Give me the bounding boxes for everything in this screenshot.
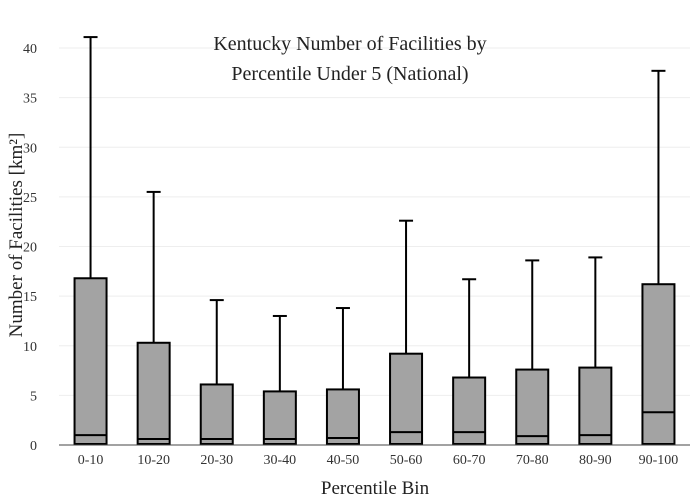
y-tick-label: 40 bbox=[23, 42, 37, 57]
box-10-20 bbox=[136, 190, 171, 446]
iqr-box bbox=[262, 390, 297, 446]
iqr-box bbox=[389, 352, 424, 446]
x-tick-label: 80-90 bbox=[579, 453, 612, 468]
x-tick-label: 40-50 bbox=[327, 453, 360, 468]
iqr-box bbox=[73, 277, 108, 446]
iqr-box bbox=[578, 366, 613, 446]
x-axis-ticks: 0-10 10-20 20-30 30-40 40-50 50-60 60-70 70-80 8… bbox=[78, 453, 679, 468]
box-60-70 bbox=[452, 278, 487, 446]
y-tick-label: 15 bbox=[23, 290, 37, 305]
chart-title-line-2: Percentile Under 5 (National) bbox=[231, 63, 468, 85]
box-50-60 bbox=[389, 219, 424, 446]
box-40-50 bbox=[325, 307, 360, 446]
y-tick-label: 30 bbox=[23, 141, 37, 156]
y-axis-ticks: 0 5 10 15 20 25 30 35 40 bbox=[23, 42, 37, 454]
x-tick-label: 70-80 bbox=[516, 453, 549, 468]
iqr-box bbox=[199, 383, 234, 446]
x-tick-label: 30-40 bbox=[264, 453, 297, 468]
y-tick-label: 0 bbox=[30, 439, 37, 454]
y-axis-title: Number of Facilities [km²] bbox=[6, 133, 27, 338]
box-90-100 bbox=[641, 69, 676, 446]
x-tick-label: 60-70 bbox=[453, 453, 486, 468]
boxes-layer bbox=[73, 36, 676, 446]
y-tick-label: 5 bbox=[30, 389, 37, 404]
x-tick-label: 50-60 bbox=[390, 453, 423, 468]
x-tick-label: 20-30 bbox=[200, 453, 233, 468]
box-70-80 bbox=[515, 259, 550, 446]
y-tick-label: 10 bbox=[23, 340, 37, 355]
y-tick-label: 25 bbox=[23, 191, 37, 206]
y-tick-label: 35 bbox=[23, 92, 37, 107]
chart-title-line-1: Kentucky Number of Facilities by bbox=[213, 33, 486, 55]
box-20-30 bbox=[199, 299, 234, 446]
x-tick-label: 0-10 bbox=[78, 453, 104, 468]
iqr-box bbox=[325, 388, 360, 446]
iqr-box bbox=[136, 341, 171, 446]
box-30-40 bbox=[262, 314, 297, 446]
x-tick-label: 10-20 bbox=[137, 453, 170, 468]
x-tick-label: 90-100 bbox=[639, 453, 679, 468]
x-axis-title: Percentile Bin bbox=[321, 478, 430, 499]
iqr-box bbox=[515, 368, 550, 446]
box-80-90 bbox=[578, 256, 613, 446]
iqr-box bbox=[641, 283, 676, 446]
box-0-10 bbox=[73, 36, 108, 446]
y-tick-label: 20 bbox=[23, 241, 37, 256]
iqr-box bbox=[452, 376, 487, 446]
